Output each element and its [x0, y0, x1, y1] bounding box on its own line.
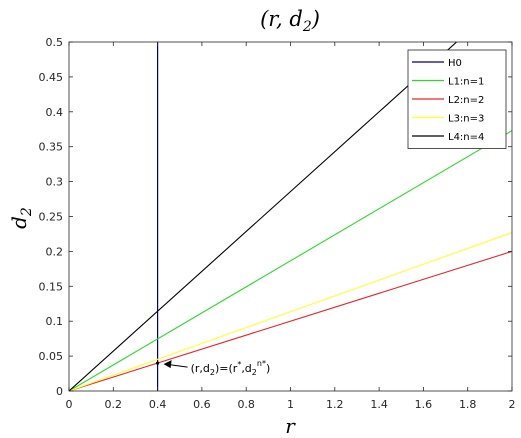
y-axis-label: d2: [7, 207, 35, 229]
annotation-arrow-head: [163, 360, 172, 369]
x-tick-label: 1.2: [326, 398, 344, 411]
x-tick-label: 1.6: [415, 398, 433, 411]
plot-area: [69, 42, 512, 391]
x-tick-label: 1.8: [459, 398, 477, 411]
y-tick-label: 0: [56, 385, 63, 398]
y-tick-label: 0.25: [39, 211, 64, 224]
y-tick-label: 0.15: [39, 280, 64, 293]
x-tick-label: 0.8: [237, 398, 255, 411]
legend-entry-label: H0: [448, 58, 462, 69]
annotation: (r,d2)=(r*,d2n*): [156, 359, 270, 377]
x-axis-label: r: [285, 414, 296, 438]
series-line-2: [69, 250, 512, 391]
legend-entry-label: L1:n=1: [448, 77, 484, 88]
legend-entry-label: L2:n=2: [448, 95, 484, 106]
y-tick-label: 0.5: [46, 36, 64, 49]
series-line-3: [69, 232, 512, 391]
y-tick-label: 0.35: [39, 141, 64, 154]
chart-title: (r, d2): [260, 7, 320, 35]
axes: 0 0.2 0.4 0.6 0.8 1 1.2 1.4 1.6 1.8 2 0 0.05 0.1 0.15 0…: [39, 36, 516, 411]
x-tick-label: 0.2: [105, 398, 123, 411]
legend: H0 L1:n=1 L2:n=2 L3:n=3 L4:n=4: [407, 49, 507, 149]
y-tick-label: 0.1: [46, 315, 64, 328]
annotation-label: (r,d2)=(r*,d2n*): [191, 359, 271, 377]
y-tick-label: 0.4: [46, 106, 64, 119]
series-line-4: [69, 42, 457, 391]
x-tick-label: 0.6: [193, 398, 211, 411]
x-tick-label: 1.4: [370, 398, 388, 411]
y-tick-label: 0.3: [46, 176, 64, 189]
annotation-point: [156, 361, 160, 365]
legend-entry-label: L3:n=3: [448, 114, 484, 125]
x-tick-label: 1: [287, 398, 294, 411]
legend-entry-label: L4:n=4: [448, 132, 484, 143]
y-tick-label: 0.45: [39, 71, 64, 84]
y-tick-label: 0.05: [39, 350, 64, 363]
y-tick-label: 0.2: [46, 245, 64, 258]
x-tick-label: 2: [509, 398, 516, 411]
x-tick-label: 0: [66, 398, 73, 411]
series-line-1: [69, 130, 512, 391]
x-tick-label: 0.4: [149, 398, 167, 411]
